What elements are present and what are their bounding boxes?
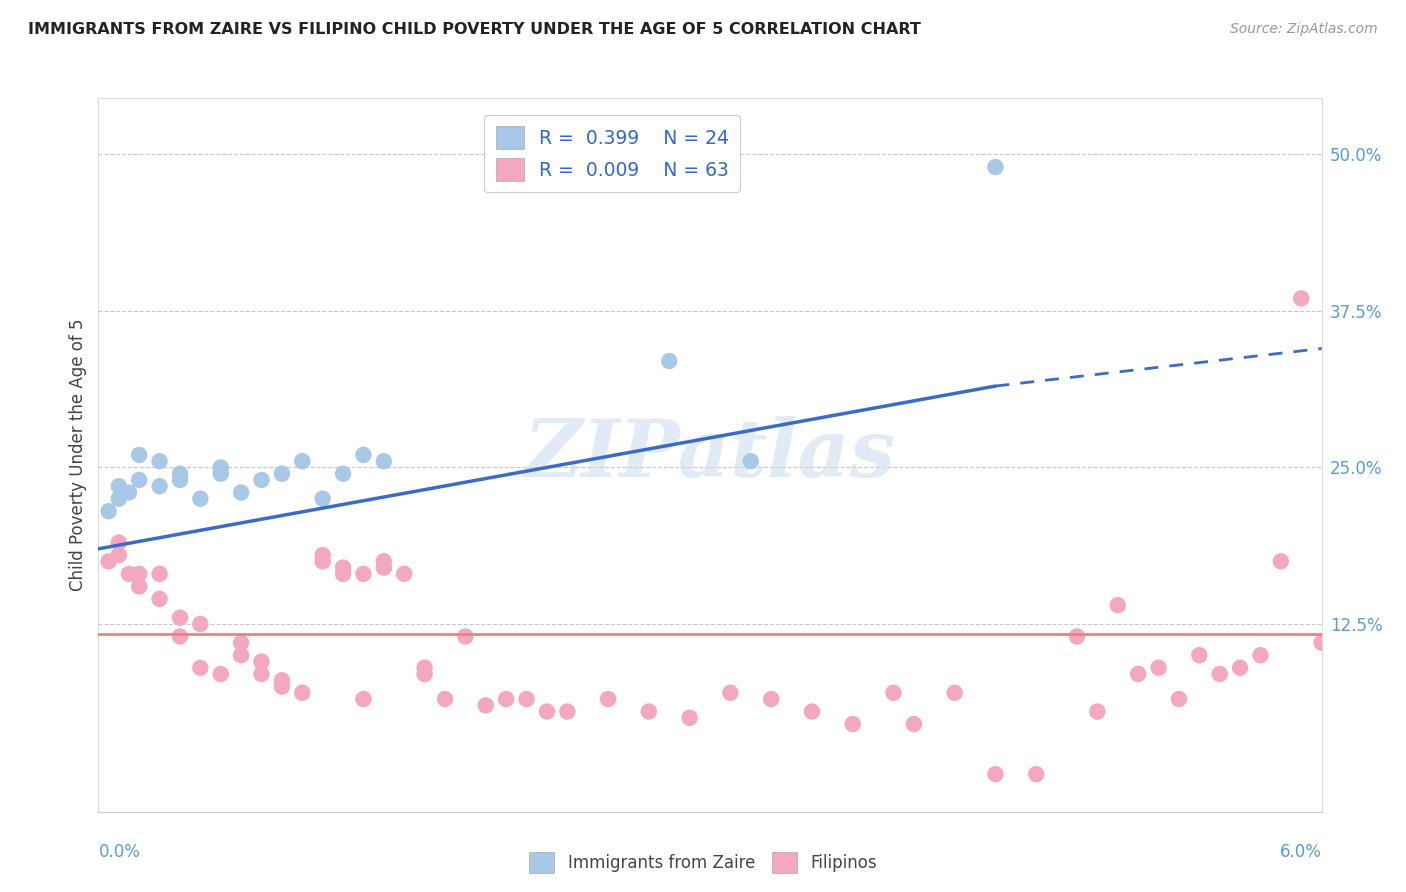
Point: [97, 554, 120, 568]
Point: [1167, 692, 1189, 706]
Point: [209, 467, 232, 481]
Point: [332, 467, 354, 481]
Point: [1270, 554, 1292, 568]
Point: [454, 630, 477, 644]
Point: [209, 460, 232, 475]
Point: [373, 554, 395, 568]
Point: [841, 717, 863, 731]
Point: [1208, 667, 1232, 681]
Point: [984, 767, 1007, 781]
Point: [1147, 661, 1170, 675]
Point: [352, 566, 374, 581]
Text: 6.0%: 6.0%: [1279, 843, 1322, 861]
Point: [352, 692, 374, 706]
Point: [1188, 648, 1211, 663]
Point: [169, 467, 191, 481]
Point: [108, 548, 131, 562]
Point: [536, 705, 558, 719]
Legend: R =  0.399    N = 24, R =  0.009    N = 63: R = 0.399 N = 24, R = 0.009 N = 63: [484, 115, 740, 193]
Point: [718, 686, 742, 700]
Point: [118, 485, 141, 500]
Point: [1085, 705, 1108, 719]
Point: [209, 667, 232, 681]
Point: [1066, 630, 1088, 644]
Point: [270, 680, 292, 694]
Point: [1249, 648, 1271, 663]
Point: [984, 160, 1007, 174]
Point: [658, 354, 681, 368]
Point: [332, 560, 354, 574]
Point: [332, 566, 354, 581]
Point: [598, 692, 620, 706]
Point: [188, 491, 212, 506]
Point: [1229, 661, 1251, 675]
Text: ZIPatlas: ZIPatlas: [524, 417, 896, 493]
Point: [188, 661, 212, 675]
Point: [128, 566, 150, 581]
Point: [801, 705, 824, 719]
Legend: Immigrants from Zaire, Filipinos: Immigrants from Zaire, Filipinos: [523, 846, 883, 880]
Point: [231, 648, 253, 663]
Point: [373, 454, 395, 468]
Text: 0.0%: 0.0%: [98, 843, 141, 861]
Point: [352, 448, 374, 462]
Point: [291, 454, 314, 468]
Point: [149, 566, 172, 581]
Point: [883, 686, 905, 700]
Y-axis label: Child Poverty Under the Age of 5: Child Poverty Under the Age of 5: [69, 318, 87, 591]
Point: [1310, 636, 1333, 650]
Point: [413, 661, 436, 675]
Point: [516, 692, 538, 706]
Point: [128, 473, 150, 487]
Point: [149, 479, 172, 493]
Point: [250, 655, 273, 669]
Point: [474, 698, 498, 713]
Point: [97, 504, 120, 518]
Point: [311, 554, 335, 568]
Text: Source: ZipAtlas.com: Source: ZipAtlas.com: [1230, 22, 1378, 37]
Point: [108, 535, 131, 549]
Point: [903, 717, 925, 731]
Point: [1128, 667, 1150, 681]
Point: [555, 705, 579, 719]
Point: [231, 485, 253, 500]
Point: [270, 467, 292, 481]
Point: [169, 473, 191, 487]
Point: [1025, 767, 1047, 781]
Point: [291, 686, 314, 700]
Point: [637, 705, 661, 719]
Point: [149, 454, 172, 468]
Text: IMMIGRANTS FROM ZAIRE VS FILIPINO CHILD POVERTY UNDER THE AGE OF 5 CORRELATION C: IMMIGRANTS FROM ZAIRE VS FILIPINO CHILD …: [28, 22, 921, 37]
Point: [231, 636, 253, 650]
Point: [761, 692, 783, 706]
Point: [392, 566, 416, 581]
Point: [1289, 292, 1312, 306]
Point: [373, 560, 395, 574]
Point: [433, 692, 456, 706]
Point: [250, 473, 273, 487]
Point: [108, 479, 131, 493]
Point: [169, 630, 191, 644]
Point: [169, 610, 191, 624]
Point: [149, 591, 172, 606]
Point: [311, 491, 335, 506]
Point: [679, 711, 702, 725]
Point: [118, 566, 141, 581]
Point: [270, 673, 292, 688]
Point: [413, 667, 436, 681]
Point: [108, 491, 131, 506]
Point: [740, 454, 762, 468]
Point: [943, 686, 966, 700]
Point: [188, 616, 212, 631]
Point: [1107, 598, 1129, 612]
Point: [128, 579, 150, 593]
Point: [495, 692, 517, 706]
Point: [128, 448, 150, 462]
Point: [250, 667, 273, 681]
Point: [311, 548, 335, 562]
